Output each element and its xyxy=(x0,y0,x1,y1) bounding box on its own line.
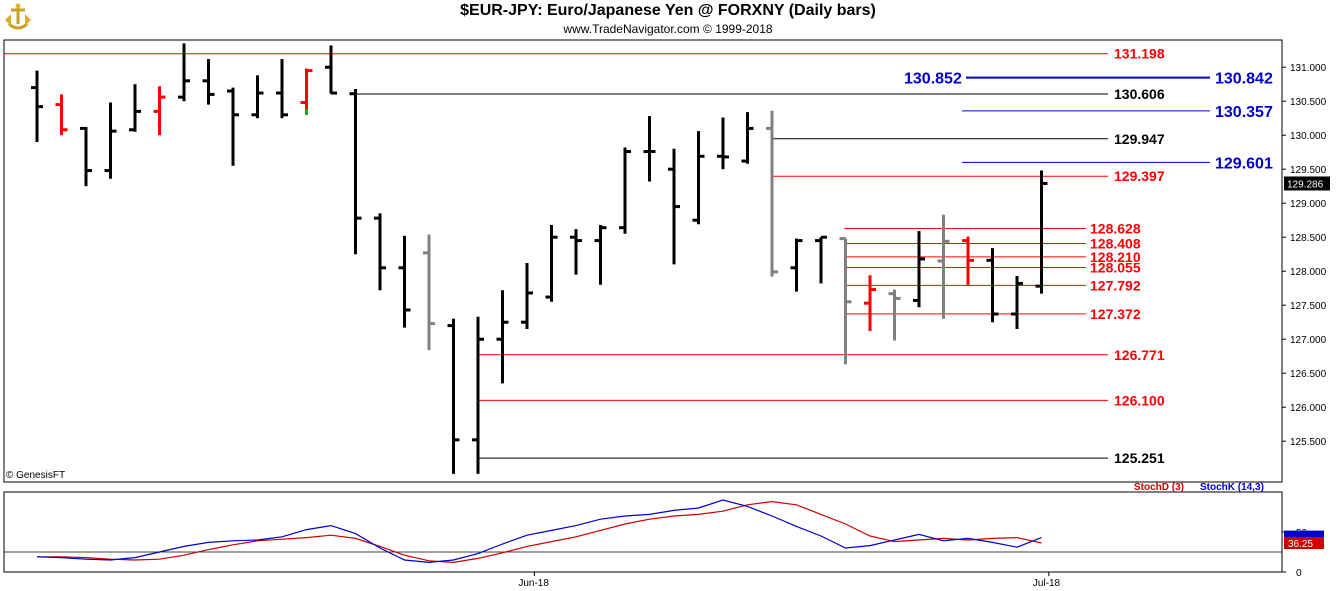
price-axis-label: 126.000 xyxy=(1290,403,1327,414)
ohlc-bar xyxy=(1011,275,1023,329)
ohlc-bar xyxy=(325,45,337,95)
ohlc-bar xyxy=(496,290,509,384)
blue-level-label: 130.842 xyxy=(1215,71,1273,88)
level-label: 127.792 xyxy=(1090,277,1141,293)
ohlc-bar xyxy=(619,147,631,234)
stoch-k-tag xyxy=(1284,530,1324,538)
ohlc-bar xyxy=(913,231,925,308)
date-axis-label: Jun-18 xyxy=(518,578,549,589)
last-price-label: 129.286 xyxy=(1287,179,1324,190)
blue-level-label: 130.357 xyxy=(1215,104,1273,121)
price-axis-label: 131.000 xyxy=(1290,63,1327,74)
stochastic-series-line xyxy=(36,499,1042,564)
copyright-label: © GenesisFT xyxy=(6,470,65,481)
ohlc-bar xyxy=(1035,170,1048,294)
ohlc-bar xyxy=(962,236,974,286)
level-label: 131.198 xyxy=(1114,46,1165,62)
legend-stoch-d: StochD (3) xyxy=(1134,482,1184,493)
ohlc-bar xyxy=(423,234,435,351)
ohlc-bar xyxy=(472,316,484,474)
legend-stoch-k: StochK (14,3) xyxy=(1200,482,1264,493)
ohlc-bar xyxy=(643,116,656,182)
level-label: 129.947 xyxy=(1114,131,1165,147)
ohlc-bar xyxy=(570,229,582,275)
level-label: 126.771 xyxy=(1114,347,1165,363)
ohlc-bar xyxy=(31,70,43,142)
stochastic-panel xyxy=(3,491,1283,573)
price-levels: 131.198 130.606 129.947 129.397 128.628128.4… xyxy=(4,46,1273,466)
last-price-tag xyxy=(1284,176,1330,191)
ohlc-bar xyxy=(839,237,852,365)
price-axis-label: 125.500 xyxy=(1290,437,1327,448)
ohlc-bar xyxy=(374,213,386,291)
chart-subtitle: www.TradeNavigator.com © 1999-2018 xyxy=(563,22,773,36)
level-label: 126.100 xyxy=(1114,392,1165,408)
price-axis-label: 128.000 xyxy=(1290,267,1327,278)
ohlc-bar xyxy=(129,84,141,132)
stochastic-panel-border xyxy=(3,491,1283,573)
price-axis-label: 128.500 xyxy=(1290,233,1327,244)
stochastic-series-line xyxy=(37,500,1042,564)
ohlc-bar xyxy=(202,59,215,105)
level-label: 128.055 xyxy=(1090,259,1141,275)
ohlc-bar xyxy=(717,117,729,170)
level-label: 127.372 xyxy=(1090,306,1141,322)
level-label: 128.628 xyxy=(1090,220,1141,236)
price-panel xyxy=(3,39,1283,483)
level-label: 129.397 xyxy=(1114,168,1165,184)
ohlc-bar xyxy=(790,238,803,292)
ohlc-bar xyxy=(692,131,705,225)
ohlc-bar xyxy=(104,102,117,179)
level-label: 128.408 xyxy=(1090,235,1141,251)
stochastic-lines xyxy=(36,499,1042,564)
ohlc-bar xyxy=(741,112,754,164)
price-axis-label: 130.500 xyxy=(1290,97,1327,108)
ohlc-bar xyxy=(227,87,239,166)
price-axis-label: 129.000 xyxy=(1290,199,1327,210)
ohlc-bar xyxy=(888,289,901,341)
stochastic-axis-label: 0 xyxy=(1296,568,1302,579)
level-label: 130.606 xyxy=(1114,86,1165,102)
blue-level-label-left: 130.852 xyxy=(904,71,962,88)
price-axis-label: 127.500 xyxy=(1290,301,1327,312)
ohlc-bar xyxy=(545,224,558,302)
stoch-d-tag xyxy=(1284,537,1324,549)
ohlc-bar xyxy=(521,263,533,329)
ohlc-bar xyxy=(766,110,778,277)
ohlc-bar xyxy=(55,94,68,136)
price-panel-border xyxy=(3,39,1283,483)
ohlc-bar xyxy=(864,275,876,332)
price-axis-label: 127.000 xyxy=(1290,335,1327,346)
ohlc-bar xyxy=(986,248,999,323)
level-label: 128.210 xyxy=(1090,249,1141,265)
blue-level-label: 129.601 xyxy=(1215,155,1273,172)
ohlc-bar xyxy=(276,59,288,119)
ohlc-bar xyxy=(300,68,313,115)
date-axis-label: Jul-18 xyxy=(1033,578,1061,589)
ohlc-bar xyxy=(447,318,460,474)
ohlc-bar xyxy=(668,148,680,265)
ohlc-bar xyxy=(153,86,166,136)
tradenavigator-logo-icon xyxy=(3,2,33,32)
ohlc-bar xyxy=(80,126,92,187)
price-axis-label: 130.000 xyxy=(1290,131,1327,142)
ohlc-bar xyxy=(594,224,607,285)
ohlc-bar xyxy=(178,43,190,102)
level-label: 125.251 xyxy=(1114,450,1165,466)
ohlc-bars xyxy=(31,43,1048,474)
ohlc-bar xyxy=(815,235,827,284)
ohlc-bar xyxy=(937,214,950,319)
stoch-d-value: 36.25 xyxy=(1288,539,1313,550)
ohlc-bar xyxy=(251,75,264,119)
ohlc-bar xyxy=(349,88,362,255)
price-axis: 131.000 130.500 130.000 129.500 129.000 128.5… xyxy=(1282,63,1330,448)
price-axis-label: 126.500 xyxy=(1290,369,1327,380)
ohlc-bar xyxy=(398,235,411,328)
chart-title: $EUR-JPY: Euro/Japanese Yen @ FORXNY (Da… xyxy=(460,2,876,19)
price-axis-label: 129.500 xyxy=(1290,165,1327,176)
